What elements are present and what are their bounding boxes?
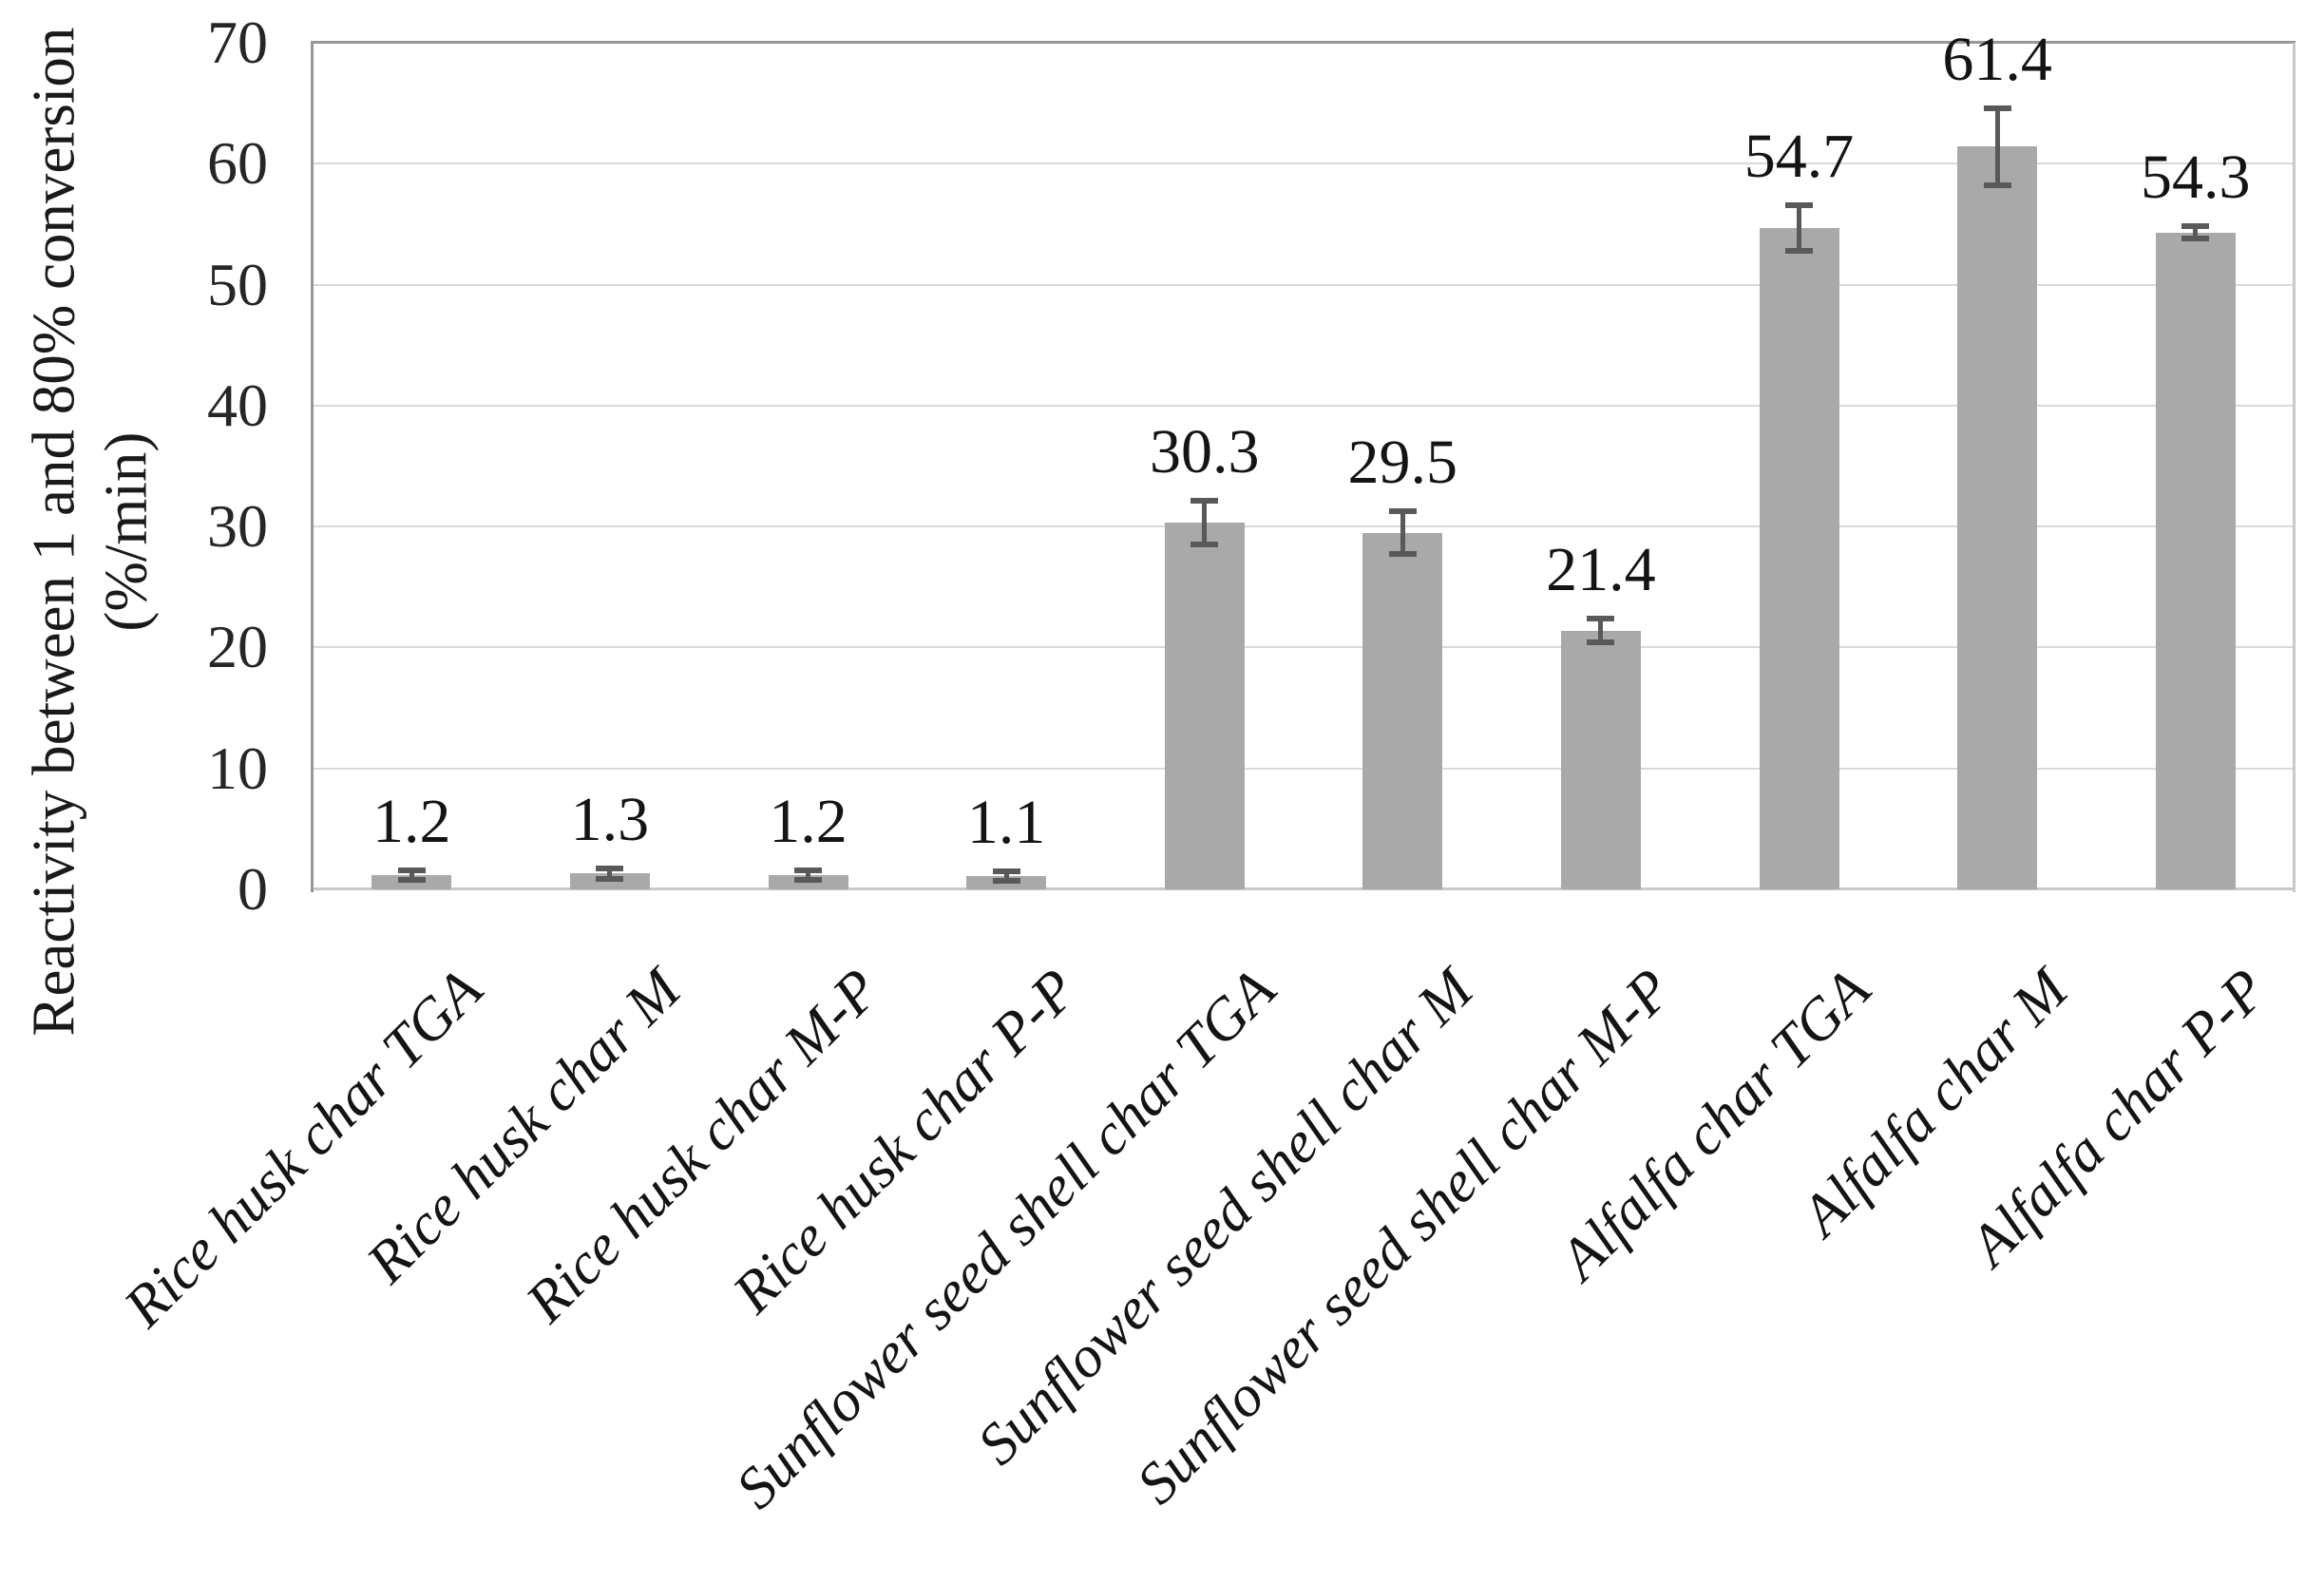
error-bar-line-8 [1797,204,1801,251]
gridline-60 [314,162,2293,165]
bar-8 [1759,227,1839,889]
y-tick-label-60: 60 [207,129,268,198]
error-bar-cap-bottom-7 [1587,639,1615,646]
y-axis-line [311,41,314,892]
data-label-9: 61.4 [1942,24,2052,94]
error-bar-cap-top-1 [397,867,426,873]
gridline-50 [314,283,2293,286]
y-tick-label-30: 30 [207,492,268,561]
error-bar-cap-top-5 [1191,498,1219,505]
error-bar-cap-top-6 [1388,507,1417,514]
bar-6 [1362,532,1443,889]
error-bar-line-4 [1003,870,1009,882]
data-label-3: 1.2 [769,786,848,856]
error-bar-cap-top-3 [794,867,822,873]
error-bar-cap-bottom-4 [992,878,1020,885]
error-bar-line-10 [2193,226,2199,239]
error-bar-cap-bottom-8 [1785,247,1813,254]
bar-2 [569,873,650,889]
y-tick-label-70: 70 [207,9,268,76]
bar-10 [2155,232,2236,889]
y-tick-label-40: 40 [207,371,268,439]
bar-7 [1560,630,1641,889]
error-bar-cap-top-10 [2181,223,2210,230]
data-label-7: 21.4 [1546,534,1656,604]
data-label-4: 1.1 [966,787,1046,857]
error-bar-line-2 [607,868,613,879]
error-bar-cap-top-4 [992,868,1020,874]
error-bar-cap-bottom-5 [1191,542,1219,548]
error-bar-line-7 [1598,618,1604,643]
gridline-30 [314,525,2293,528]
error-bar-cap-bottom-6 [1388,551,1417,558]
bar-5 [1164,523,1245,889]
gridline-10 [314,767,2293,770]
data-label-8: 54.7 [1743,121,1855,191]
error-bar-cap-bottom-2 [596,875,624,882]
y-tick-label-20: 20 [207,613,268,681]
gridline-40 [314,404,2293,407]
data-label-6: 29.5 [1347,427,1458,497]
data-label-2: 1.3 [570,785,650,855]
error-bar-cap-bottom-10 [2181,236,2210,242]
data-label-1: 1.2 [372,786,451,856]
error-bar-cap-bottom-3 [794,876,822,883]
plot-border-top [311,41,2295,44]
bar-9 [1957,146,2038,889]
error-bar-line-5 [1202,501,1208,545]
error-bar-line-6 [1400,510,1405,555]
error-bar-cap-top-8 [1785,201,1813,208]
error-bar-cap-bottom-1 [397,876,426,883]
error-bar-line-3 [806,869,810,880]
error-bar-line-9 [1994,107,2000,186]
y-tick-label-10: 10 [207,734,268,802]
error-bar-cap-bottom-9 [1983,182,2011,189]
gridline-20 [314,646,2293,649]
error-bar-line-1 [409,869,414,880]
error-bar-cap-top-7 [1587,615,1615,621]
y-tick-label-50: 50 [207,250,268,318]
error-bar-cap-top-9 [1983,105,2011,111]
error-bar-cap-top-2 [596,866,624,872]
y-tick-label-0: 0 [238,855,268,923]
data-label-10: 54.3 [2140,143,2251,213]
plot-border-right [2293,43,2295,892]
data-label-5: 30.3 [1149,417,1260,487]
x-axis-line [311,887,2295,890]
